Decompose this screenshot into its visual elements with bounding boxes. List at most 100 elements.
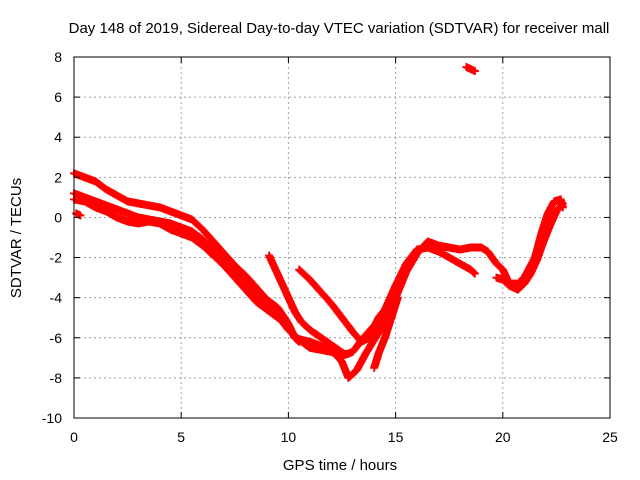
data-point — [228, 259, 237, 268]
data-point — [305, 275, 314, 284]
data-point — [378, 309, 387, 318]
data-point — [238, 274, 247, 283]
data-point — [292, 335, 301, 344]
data-point — [208, 236, 217, 245]
data-point — [234, 277, 243, 286]
data-point — [198, 241, 207, 250]
data-point — [227, 262, 236, 271]
data-point — [248, 293, 257, 302]
data-point — [200, 237, 209, 246]
data-point — [242, 286, 251, 295]
data-point — [257, 289, 266, 298]
data-point — [320, 292, 329, 301]
data-point — [261, 300, 270, 309]
data-point — [76, 211, 85, 220]
data-point — [230, 261, 239, 270]
data-point — [229, 260, 238, 269]
data-point — [251, 296, 260, 305]
data-point — [228, 263, 237, 272]
data-point — [193, 220, 202, 229]
data-point — [206, 234, 215, 243]
data-point — [260, 299, 269, 308]
y-tick-label: -2 — [50, 250, 63, 266]
data-point — [238, 268, 247, 277]
data-point — [295, 265, 304, 274]
data-point — [222, 263, 231, 272]
data-point — [210, 238, 219, 247]
data-point — [245, 275, 254, 284]
data-point — [224, 259, 233, 268]
data-point — [379, 307, 388, 316]
data-point — [324, 296, 333, 305]
data-point — [379, 306, 388, 315]
data-point — [209, 251, 218, 260]
data-point — [301, 271, 310, 280]
data-point — [346, 371, 355, 380]
data-point — [212, 240, 221, 249]
data-point — [253, 284, 262, 293]
data-point — [219, 260, 228, 269]
data-point — [231, 262, 240, 271]
data-point — [350, 329, 359, 338]
x-tick-label: 20 — [495, 429, 511, 445]
data-point — [205, 241, 214, 250]
x-tick-label: 10 — [281, 429, 297, 445]
data-point — [257, 296, 266, 305]
data-point — [225, 260, 234, 269]
x-tick-label: 25 — [602, 429, 618, 445]
data-point — [236, 272, 245, 281]
data-point — [518, 275, 527, 284]
data-point — [230, 265, 239, 274]
data-point — [298, 268, 307, 277]
y-tick-label: 4 — [54, 129, 62, 145]
data-point — [229, 264, 238, 273]
data-point — [515, 283, 524, 292]
data-point — [204, 232, 213, 241]
data-point — [226, 261, 235, 270]
data-point — [207, 235, 216, 244]
data-point — [300, 270, 309, 279]
data-point — [187, 215, 196, 224]
data-point — [326, 298, 335, 307]
data-point — [352, 332, 361, 341]
data-point — [201, 244, 210, 253]
data-point — [259, 291, 268, 300]
data-point — [214, 242, 223, 251]
data-point — [244, 274, 253, 283]
data-point — [255, 294, 264, 303]
data-point — [555, 203, 564, 212]
data-point — [502, 278, 511, 287]
data-point — [240, 270, 249, 279]
data-point — [299, 319, 308, 328]
data-point — [204, 240, 212, 249]
data-point — [309, 279, 318, 288]
data-point — [495, 262, 504, 271]
series-track-c — [70, 195, 304, 346]
data-point — [211, 247, 220, 256]
data-point — [232, 263, 241, 272]
data-point — [380, 305, 389, 314]
data-point — [262, 301, 271, 310]
data-point — [235, 279, 244, 288]
data-point — [237, 281, 246, 290]
series-track-g — [462, 63, 479, 76]
data-point — [236, 280, 245, 289]
data-point — [243, 273, 252, 282]
data-point — [210, 252, 219, 261]
data-point — [513, 279, 522, 288]
data-point — [227, 258, 236, 267]
data-point — [362, 330, 371, 339]
data-point — [312, 283, 321, 292]
data-point — [323, 295, 332, 304]
data-point — [211, 253, 220, 262]
data-point — [469, 268, 478, 277]
data-point — [216, 258, 225, 267]
y-axis: -10 -8 -6 -4 -2 0 2 4 6 8 — [42, 49, 610, 426]
data-point — [202, 229, 211, 238]
grid — [74, 57, 610, 418]
data-point — [351, 366, 360, 375]
data-point — [470, 67, 479, 76]
x-axis: 0 5 10 15 20 25 — [70, 57, 618, 445]
data-point — [209, 237, 218, 246]
data-point — [253, 292, 262, 301]
